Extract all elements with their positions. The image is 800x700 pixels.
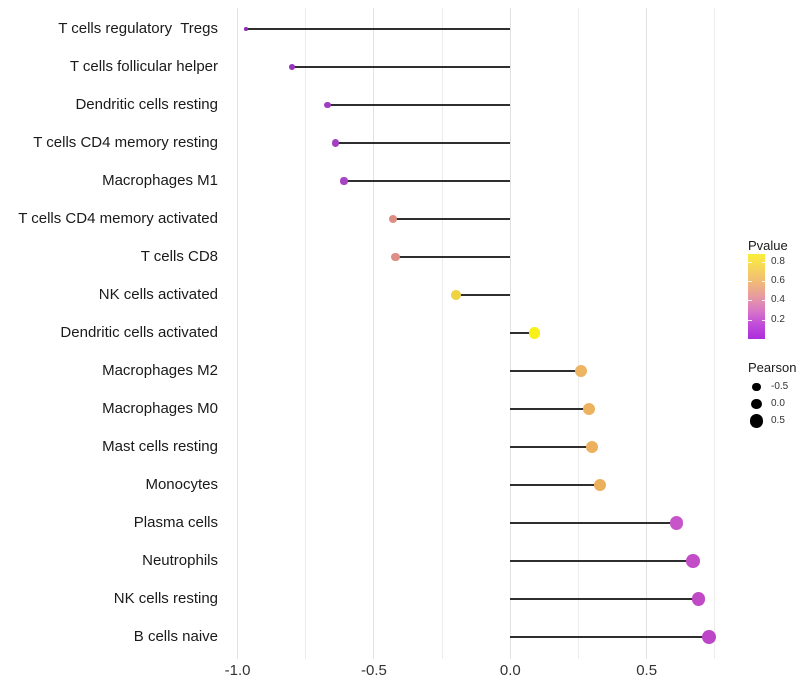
lollipop-dot — [340, 177, 348, 185]
lollipop-dot — [391, 252, 401, 262]
gridline — [441, 8, 443, 659]
lollipop-dot — [594, 478, 607, 492]
lollipop-dot — [702, 630, 717, 644]
category-label: B cells naive — [133, 628, 218, 645]
lollipop-stem — [510, 332, 535, 334]
lollipop-stem — [510, 522, 677, 524]
lollipop-dot — [324, 101, 331, 109]
colorbar-tick — [748, 261, 752, 263]
colorbar-tick — [761, 281, 765, 283]
lollipop-dot — [686, 554, 700, 568]
lollipop-dot — [529, 327, 541, 339]
category-label: Plasma cells — [133, 514, 218, 531]
lollipop-stem — [510, 446, 593, 448]
category-label: T cells CD4 memory activated — [18, 210, 218, 227]
pearson-size-label: 0.5 — [771, 415, 785, 426]
pearson-size-dot — [752, 382, 761, 391]
colorbar-tick — [748, 281, 752, 283]
category-label: Neutrophils — [142, 552, 218, 569]
category-label: Mast cells resting — [102, 438, 218, 455]
lollipop-dot — [669, 516, 684, 530]
lollipop-stem — [510, 560, 693, 562]
gridline — [305, 8, 307, 659]
lollipop-dot — [450, 290, 461, 300]
lollipop-stem — [510, 598, 699, 600]
lollipop-stem — [245, 28, 511, 30]
x-tick-label: 0.5 — [636, 662, 658, 679]
lollipop-dot — [691, 592, 706, 606]
pearson-size-dot — [749, 414, 764, 428]
lollipop-stem — [393, 218, 511, 220]
category-label: Dendritic cells resting — [75, 96, 218, 113]
x-tick-label: -1.0 — [224, 662, 251, 679]
lollipop-dot — [289, 64, 295, 70]
category-label: NK cells resting — [113, 590, 218, 607]
lollipop-stem — [327, 104, 511, 106]
lollipop-dot — [243, 27, 248, 31]
category-label: T cells CD4 memory resting — [33, 134, 218, 151]
category-label: Macrophages M2 — [102, 362, 218, 379]
category-label: Monocytes — [145, 476, 218, 493]
category-label: T cells CD8 — [140, 248, 218, 265]
gridline — [577, 8, 579, 659]
pearson-size-label: -0.5 — [771, 381, 789, 392]
x-tick-label: -0.5 — [361, 662, 387, 679]
gridline — [714, 8, 716, 659]
gridline — [237, 8, 239, 659]
lollipop-dot — [583, 402, 596, 416]
lollipop-stem — [510, 484, 601, 486]
category-label: Macrophages M0 — [102, 400, 218, 417]
category-label: T cells follicular helper — [69, 58, 218, 75]
category-label: Dendritic cells activated — [60, 324, 218, 341]
lollipop-stem — [292, 66, 511, 68]
pvalue-tick-label: 0.2 — [771, 313, 785, 325]
lollipop-dot — [332, 139, 340, 147]
colorbar-tick — [761, 300, 765, 302]
pvalue-tick-label: 0.4 — [771, 294, 785, 306]
pearson-size-dot — [751, 398, 762, 410]
lollipop-stem — [510, 636, 710, 638]
x-tick-label: 0.0 — [499, 662, 521, 679]
lollipop-dot — [585, 440, 599, 454]
colorbar-tick — [748, 319, 752, 321]
lollipop-stem — [455, 294, 511, 296]
pearson-legend-title: Pearson — [748, 360, 797, 375]
category-label: Macrophages M1 — [102, 172, 218, 189]
category-label: NK cells activated — [98, 286, 218, 303]
colorbar-tick — [748, 300, 752, 302]
gridline — [373, 8, 375, 659]
lollipop-stem — [395, 256, 511, 258]
pvalue-tick-label: 0.6 — [771, 275, 785, 287]
lollipop-stem — [335, 142, 511, 144]
pvalue-tick-label: 0.8 — [771, 255, 785, 267]
lollipop-dot — [575, 364, 588, 378]
gridline — [646, 8, 648, 659]
lollipop-stem — [510, 370, 582, 372]
lollipop-stem — [343, 180, 511, 182]
colorbar-tick — [761, 261, 765, 263]
lollipop-stem — [510, 408, 590, 410]
pvalue-legend-title: Pvalue — [748, 238, 788, 253]
lollipop-dot — [388, 214, 398, 224]
pearson-size-label: 0.0 — [771, 398, 785, 409]
pvalue-colorbar — [748, 254, 765, 339]
colorbar-tick — [761, 319, 765, 321]
category-label: T cells regulatory Tregs — [58, 20, 218, 37]
